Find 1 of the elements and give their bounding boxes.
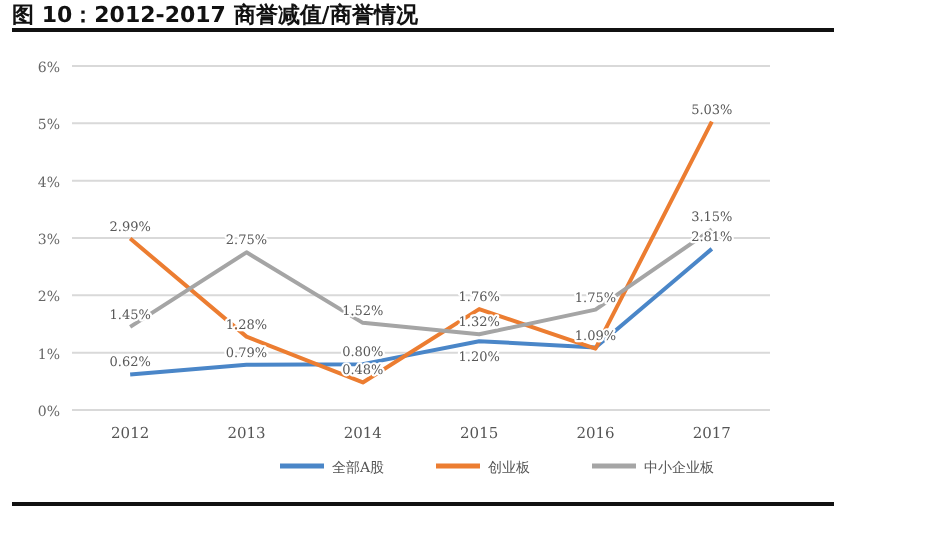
chart-title: 图 10：2012-2017 商誉减值/商誉情况 [12,2,420,28]
